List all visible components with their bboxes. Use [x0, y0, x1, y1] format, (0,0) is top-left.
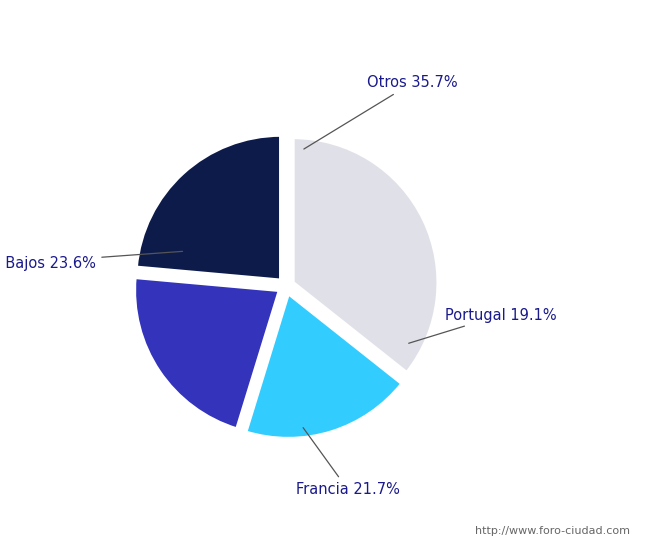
Wedge shape: [246, 293, 402, 438]
Text: Francia 21.7%: Francia 21.7%: [296, 428, 400, 497]
Wedge shape: [293, 138, 438, 373]
Text: Otros 35.7%: Otros 35.7%: [304, 75, 458, 149]
Text: Países Bajos 23.6%: Países Bajos 23.6%: [0, 251, 183, 271]
Text: http://www.foro-ciudad.com: http://www.foro-ciudad.com: [476, 526, 630, 536]
Wedge shape: [135, 277, 280, 429]
Text: Portugal 19.1%: Portugal 19.1%: [409, 307, 556, 343]
Text: Jerte - Turistas extranjeros según país - Abril de 2024: Jerte - Turistas extranjeros según país …: [93, 12, 557, 30]
Wedge shape: [136, 135, 281, 280]
